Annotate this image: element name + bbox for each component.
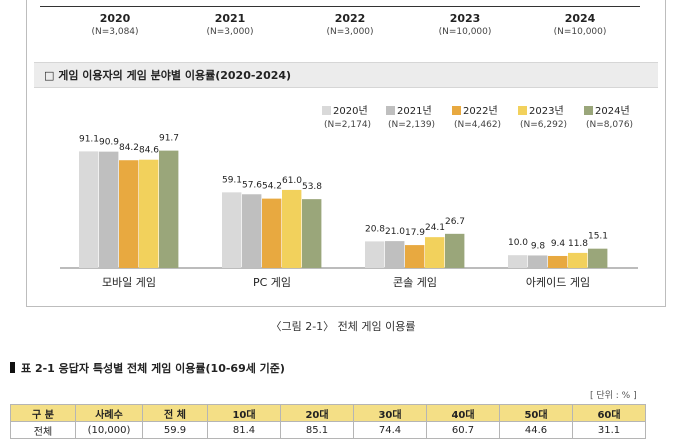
bar-value-label: 20.8 bbox=[365, 224, 385, 234]
table-header-cell: 30대 bbox=[353, 404, 427, 422]
bar-value-label: 54.2 bbox=[262, 182, 282, 192]
bar-value-label: 9.8 bbox=[531, 241, 546, 251]
legend-swatch bbox=[386, 106, 395, 115]
bar bbox=[528, 255, 548, 268]
table-header-cell: 50대 bbox=[499, 404, 573, 422]
table-header-cell: 20대 bbox=[280, 404, 354, 422]
bar bbox=[139, 159, 159, 268]
bar bbox=[79, 151, 99, 268]
table-header-cell: 사례수 bbox=[75, 404, 143, 422]
bar-value-label: 53.8 bbox=[302, 182, 322, 192]
category-label: 아케이드 게임 bbox=[526, 276, 590, 289]
bar-value-label: 91.1 bbox=[79, 134, 99, 144]
section-title: □ 게임 이용자의 게임 분야별 이용률(2020-2024) bbox=[44, 69, 292, 82]
timeline-year: 2022 (N=3,000) bbox=[326, 12, 374, 37]
legend-swatch bbox=[452, 106, 461, 115]
table-header-cell: 40대 bbox=[426, 404, 500, 422]
table-cell: 31.1 bbox=[572, 421, 646, 439]
stats-table: 구 분 사례수 전 체 10대 20대 30대 40대 50대 60대 전체 (… bbox=[10, 404, 646, 439]
table-header-cell: 10대 bbox=[207, 404, 281, 422]
legend-item: 2022년 (N=4,462) bbox=[452, 106, 502, 130]
legend-swatch bbox=[518, 106, 527, 115]
bar bbox=[159, 150, 179, 268]
bar-value-label: 59.1 bbox=[222, 175, 242, 185]
legend-swatch bbox=[584, 106, 593, 115]
bar bbox=[119, 160, 139, 268]
unit-label: [ 단위 : % ] bbox=[590, 391, 637, 401]
bar bbox=[242, 194, 262, 268]
table-header-row: 구 분 사례수 전 체 10대 20대 30대 40대 50대 60대 bbox=[10, 404, 646, 422]
bar bbox=[282, 189, 302, 268]
bar-value-label: 61.0 bbox=[282, 176, 302, 186]
table-row: 전체 (10,000) 59.9 81.4 85.1 74.4 60.7 44.… bbox=[10, 421, 646, 439]
bar bbox=[445, 233, 465, 268]
bar bbox=[548, 255, 568, 268]
table-header-cell: 구 분 bbox=[10, 404, 76, 422]
bar bbox=[99, 151, 119, 268]
table-header-cell: 60대 bbox=[572, 404, 646, 422]
bar-value-label: 84.6 bbox=[139, 146, 159, 156]
timeline-year: 2021 (N=3,000) bbox=[206, 12, 254, 37]
table-header-cell: 전 체 bbox=[142, 404, 208, 422]
bar-value-label: 26.7 bbox=[445, 217, 465, 227]
bar bbox=[568, 252, 588, 268]
section-header-bar bbox=[34, 62, 658, 88]
bar bbox=[262, 198, 282, 268]
bar-value-label: 21.0 bbox=[385, 227, 405, 237]
table-cell: 44.6 bbox=[499, 421, 573, 439]
timeline-year: 2024 (N=10,000) bbox=[553, 12, 607, 37]
category-label: PC 게임 bbox=[253, 276, 291, 289]
timeline-year: 2023 (N=10,000) bbox=[438, 12, 492, 37]
timeline-year: 2020 (N=3,084) bbox=[91, 12, 139, 37]
bar bbox=[222, 192, 242, 268]
table-cell: 59.9 bbox=[142, 421, 208, 439]
bar bbox=[588, 248, 608, 268]
bar-value-label: 9.4 bbox=[551, 239, 566, 249]
bar-value-label: 11.8 bbox=[568, 239, 588, 249]
table-cell: 60.7 bbox=[426, 421, 500, 439]
bar-value-label: 17.9 bbox=[405, 228, 425, 238]
bar-chart: 91.1 90.984.2 84.691.7 모바일 게임 59.1 57.6 54.261… bbox=[60, 134, 638, 289]
bar-value-label: 84.2 bbox=[119, 143, 139, 153]
bar-value-label: 24.1 bbox=[425, 223, 445, 233]
table-cell: 85.1 bbox=[280, 421, 354, 439]
legend-item: 2024년 (N=8,076) bbox=[584, 106, 634, 130]
legend-swatch bbox=[322, 106, 331, 115]
bar-value-label: 57.6 bbox=[242, 180, 262, 190]
category-label: 모바일 게임 bbox=[102, 275, 156, 289]
table-cell: 81.4 bbox=[207, 421, 281, 439]
figure-caption: 〈그림 2-1〉 전체 게임 이용률 bbox=[270, 320, 416, 333]
table-title: 표 2-1 응답자 특성별 전체 게임 이용률(10-69세 기준) bbox=[10, 360, 285, 376]
bar bbox=[425, 237, 445, 268]
bar bbox=[405, 245, 425, 268]
legend-item: 2020년 (N=2,174) bbox=[322, 106, 372, 130]
timeline-line bbox=[40, 6, 640, 7]
bar-value-label: 15.1 bbox=[588, 232, 608, 242]
category-label: 콘솔 게임 bbox=[393, 276, 437, 289]
bar-value-label: 10.0 bbox=[508, 238, 528, 248]
table-cell: 전체 bbox=[10, 421, 76, 439]
bar bbox=[302, 199, 322, 268]
legend-item: 2021년 (N=2,139) bbox=[386, 106, 436, 130]
table-cell: (10,000) bbox=[75, 421, 143, 439]
bar-value-label: 90.9 bbox=[99, 138, 119, 148]
title-marker bbox=[10, 362, 15, 373]
legend-item: 2023년 (N=6,292) bbox=[518, 106, 568, 130]
bar-value-label: 91.7 bbox=[159, 134, 179, 144]
table-cell: 74.4 bbox=[353, 421, 427, 439]
bar bbox=[365, 241, 385, 268]
bar bbox=[508, 255, 528, 268]
bar bbox=[385, 241, 405, 268]
